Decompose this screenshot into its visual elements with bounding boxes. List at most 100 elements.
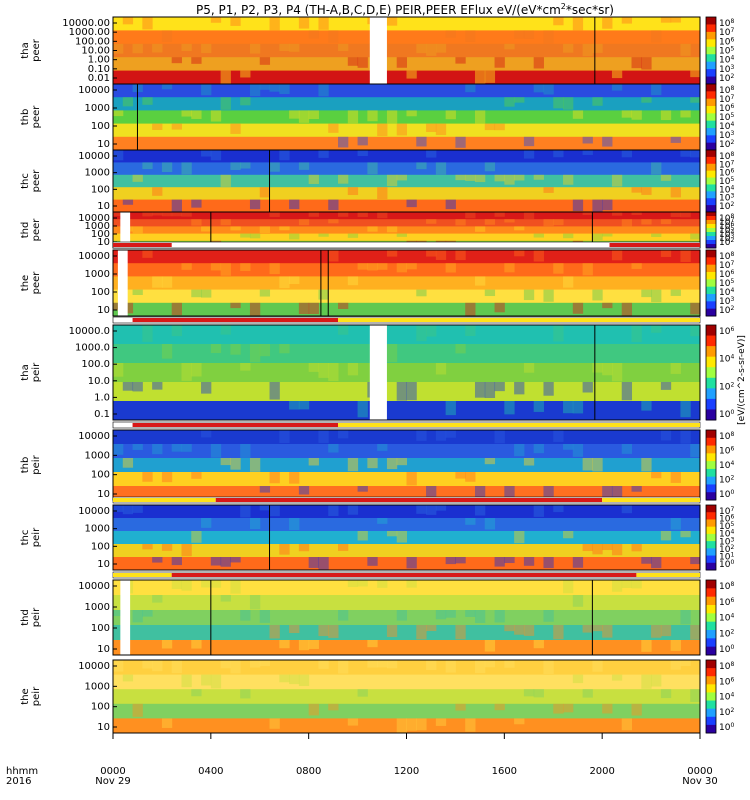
flux-cell bbox=[611, 174, 623, 187]
flux-cell bbox=[494, 382, 505, 392]
colorbar-tick-label: 108 bbox=[719, 85, 734, 96]
colorbar-tick-label: 105 bbox=[719, 521, 734, 532]
flux-cell bbox=[328, 505, 339, 516]
colorbar-swatch bbox=[706, 61, 716, 70]
flux-cell bbox=[504, 219, 515, 223]
flux-cell bbox=[670, 640, 681, 651]
y-tick-label: 1000 bbox=[85, 524, 110, 535]
flux-cell bbox=[181, 674, 192, 688]
energy-band bbox=[113, 30, 700, 45]
flux-cell bbox=[602, 136, 613, 147]
flux-cell bbox=[533, 233, 544, 238]
flux-cell bbox=[582, 150, 593, 155]
flux-cell bbox=[514, 30, 525, 39]
flux-cell bbox=[680, 660, 691, 667]
flux-cell bbox=[582, 263, 593, 276]
energy-band bbox=[113, 187, 700, 201]
flux-cell bbox=[494, 703, 505, 711]
time-tick-label: 1600 bbox=[492, 766, 517, 777]
flux-cell bbox=[210, 17, 222, 23]
flux-cell bbox=[474, 660, 486, 674]
y-tick-label: 1000 bbox=[85, 450, 110, 461]
flux-cell bbox=[338, 302, 349, 309]
flux-cell bbox=[680, 212, 691, 218]
flux-cell bbox=[279, 430, 290, 444]
flux-cell bbox=[386, 531, 398, 537]
flux-cell bbox=[533, 401, 544, 412]
colorbar-tick-label: 102 bbox=[719, 707, 734, 718]
flux-cell bbox=[230, 344, 241, 355]
flux-cell bbox=[249, 302, 261, 316]
energy-band bbox=[113, 199, 700, 213]
flux-cell bbox=[171, 57, 182, 64]
flux-cell bbox=[631, 486, 642, 492]
flux-cell bbox=[416, 289, 427, 297]
flux-cell bbox=[631, 544, 642, 552]
flux-cell bbox=[171, 212, 182, 217]
y-tick-label: 10 bbox=[97, 722, 110, 733]
flux-cell bbox=[602, 199, 613, 211]
flux-cell bbox=[445, 110, 456, 120]
y-tick-label: 1000 bbox=[85, 269, 110, 280]
flux-cell bbox=[494, 212, 505, 217]
energy-band bbox=[113, 444, 700, 459]
flux-cell bbox=[660, 430, 672, 441]
flux-cell bbox=[631, 703, 642, 716]
flux-cell bbox=[289, 199, 300, 210]
flux-cell bbox=[396, 174, 407, 181]
time-axis-year: 2016 bbox=[6, 776, 31, 787]
flux-cell bbox=[377, 518, 388, 524]
flux-cell bbox=[220, 660, 231, 669]
flux-cell bbox=[611, 84, 623, 91]
panel-probe-label: the bbox=[20, 275, 31, 291]
flux-cell bbox=[357, 486, 368, 492]
energy-band bbox=[113, 162, 700, 176]
flux-cell bbox=[367, 458, 378, 469]
flux-cell bbox=[269, 263, 280, 275]
flux-cell bbox=[592, 458, 603, 472]
flux-cell bbox=[318, 150, 329, 158]
flux-cell bbox=[240, 444, 251, 458]
flux-cell bbox=[220, 458, 231, 466]
flux-cell bbox=[240, 505, 251, 518]
flux-cell bbox=[377, 263, 388, 270]
flux-cell bbox=[455, 136, 466, 148]
flux-cell bbox=[240, 162, 251, 169]
flux-cell bbox=[347, 110, 359, 124]
flux-cell bbox=[377, 660, 388, 668]
colorbar-swatch bbox=[706, 69, 716, 78]
flux-cell bbox=[582, 689, 593, 698]
time-axis: hhmm 2016 0000 0400 0800 1200 1600 2000 0000No… bbox=[6, 733, 718, 787]
flux-cell bbox=[602, 363, 613, 376]
flux-cell bbox=[582, 458, 593, 471]
flux-cell bbox=[435, 430, 447, 441]
colorbar-swatch bbox=[706, 684, 716, 693]
colorbar-swatch bbox=[706, 184, 716, 192]
flux-cell bbox=[514, 226, 525, 231]
flux-cell bbox=[680, 250, 691, 262]
flux-cell bbox=[484, 458, 496, 465]
flux-cell bbox=[533, 444, 544, 454]
data-gap bbox=[369, 17, 387, 84]
flux-cell bbox=[465, 610, 476, 617]
flux-cell bbox=[396, 233, 407, 237]
flux-cell bbox=[269, 472, 280, 484]
data-gap bbox=[120, 580, 131, 655]
colorbar-swatch bbox=[706, 484, 716, 493]
colorbar-swatch bbox=[706, 106, 716, 114]
colorbar-swatch bbox=[706, 646, 716, 656]
flux-cell bbox=[504, 557, 515, 564]
flux-cell bbox=[543, 610, 554, 622]
colorbar-swatch bbox=[706, 24, 716, 33]
colorbar-swatch bbox=[706, 613, 716, 623]
flux-cell bbox=[240, 70, 251, 78]
flux-cell bbox=[445, 30, 456, 38]
colorbar-swatch bbox=[706, 279, 716, 288]
flux-cell bbox=[210, 674, 222, 689]
flux-cell bbox=[660, 382, 672, 390]
flux-cell bbox=[191, 640, 202, 649]
flux-cell bbox=[572, 557, 584, 568]
flux-cell bbox=[563, 233, 574, 239]
flux-cell bbox=[435, 505, 447, 511]
time-tick-label: 0800 bbox=[296, 766, 321, 777]
